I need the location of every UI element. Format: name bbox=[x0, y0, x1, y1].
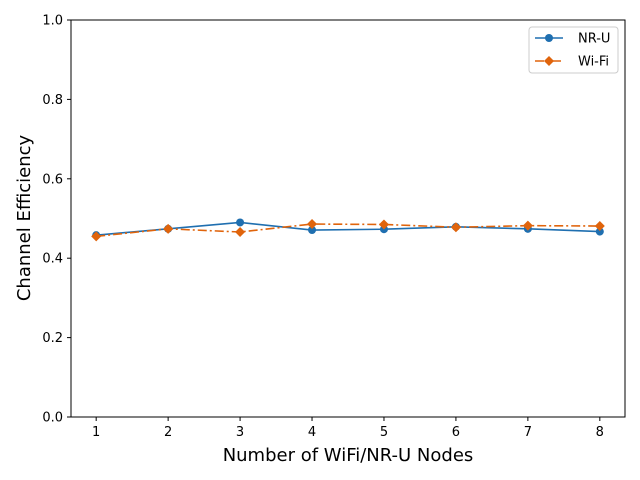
data-point bbox=[307, 219, 318, 230]
plot-area bbox=[91, 218, 605, 242]
y-tick-label: 0.2 bbox=[42, 331, 63, 346]
y-axis: 0.0 0.2 0.4 0.6 0.8 1.0 bbox=[42, 14, 71, 426]
x-tick-label: 3 bbox=[236, 425, 244, 440]
x-tick-label: 4 bbox=[308, 425, 316, 440]
data-point bbox=[522, 220, 533, 231]
data-point bbox=[378, 219, 389, 230]
data-point bbox=[91, 231, 102, 242]
y-tick-label: 0.6 bbox=[42, 172, 63, 187]
legend-marker bbox=[544, 56, 554, 66]
series-line bbox=[96, 223, 600, 238]
series-wi-fi bbox=[91, 219, 605, 242]
y-tick-label: 1.0 bbox=[42, 14, 63, 29]
legend: NR-U Wi-Fi bbox=[528, 26, 619, 74]
legend-marker bbox=[545, 34, 553, 42]
data-point bbox=[450, 222, 461, 233]
data-point bbox=[594, 221, 605, 232]
x-axis: 1 2 3 4 5 6 7 8 bbox=[92, 417, 604, 440]
series-line bbox=[96, 221, 600, 236]
y-tick-label: 0.0 bbox=[42, 411, 63, 426]
x-tick-label: 2 bbox=[164, 425, 172, 440]
y-tick-label: 0.8 bbox=[42, 93, 63, 108]
x-tick-label: 8 bbox=[596, 425, 604, 440]
plot-frame bbox=[70, 19, 626, 418]
data-point bbox=[163, 223, 174, 234]
x-tick-label: 7 bbox=[524, 425, 532, 440]
y-axis-title: Channel Efficiency bbox=[14, 134, 35, 301]
legend-label: Wi-Fi bbox=[578, 55, 609, 70]
x-tick-label: 5 bbox=[380, 425, 388, 440]
x-axis-title: Number of WiFi/NR-U Nodes bbox=[223, 445, 474, 466]
y-tick-label: 0.4 bbox=[42, 252, 63, 267]
data-point bbox=[308, 226, 317, 235]
data-point bbox=[236, 218, 245, 227]
x-tick-label: 6 bbox=[452, 425, 460, 440]
legend-label: NR-U bbox=[578, 32, 610, 47]
data-point bbox=[595, 227, 604, 236]
x-tick-label: 1 bbox=[92, 425, 100, 440]
data-point bbox=[235, 226, 246, 237]
